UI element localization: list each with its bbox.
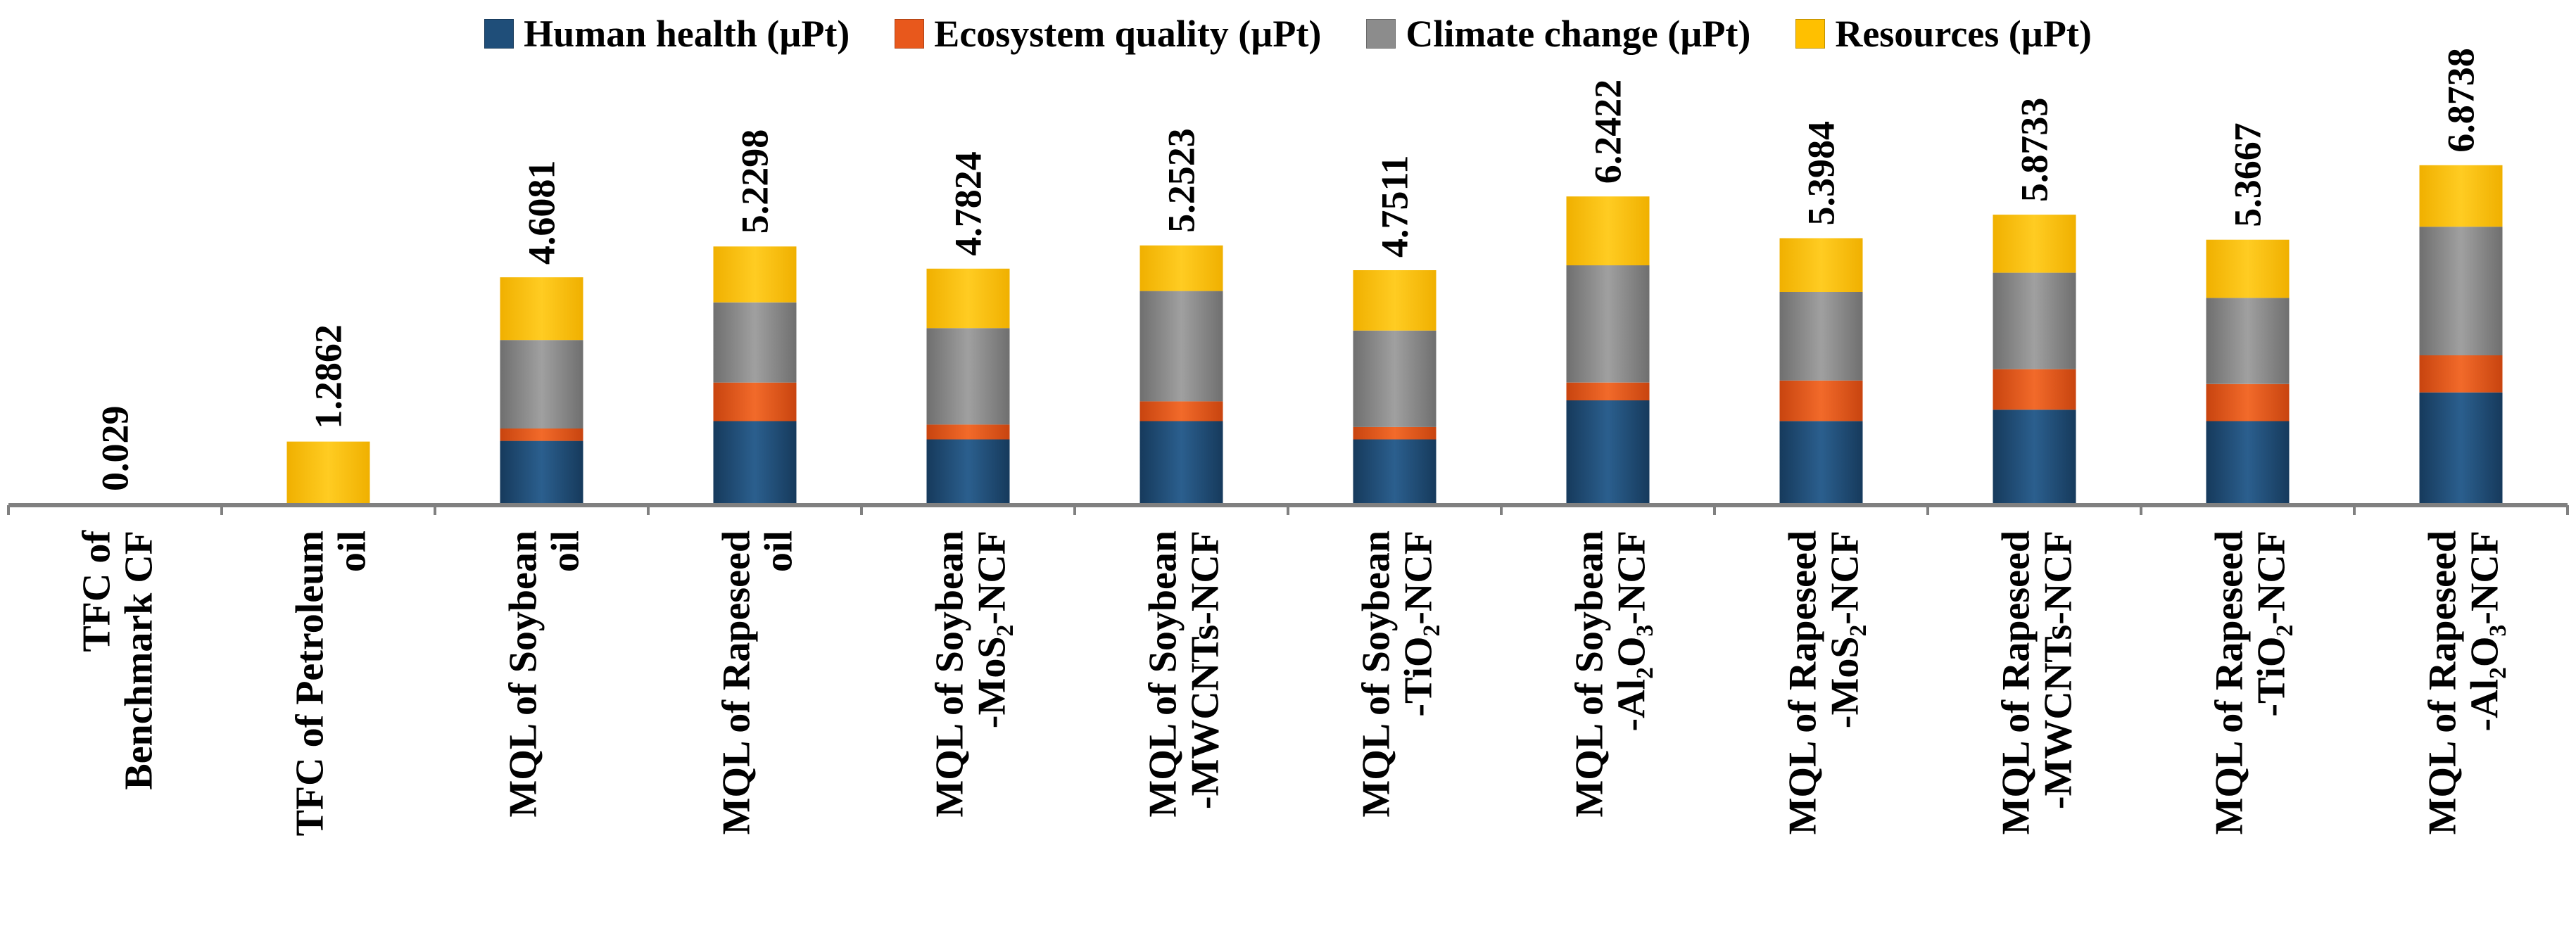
- legend-item-human-health: Human health (µPt): [484, 12, 850, 56]
- category-label: -Al₂O₃-NCF: [1610, 531, 1654, 732]
- bar-segment-climate-change: [713, 302, 797, 383]
- total-label: 5.3667: [2227, 122, 2269, 227]
- bar-segment-resources: [713, 246, 797, 303]
- x-axis-ticks: [7, 505, 2569, 515]
- total-label: 5.2298: [734, 129, 776, 234]
- category-label: TFC of: [75, 530, 119, 652]
- bar-segment-climate-change: [1566, 265, 1650, 383]
- bar-segment-human-health: [2206, 421, 2290, 505]
- category-label: MQL of Soybean: [1142, 531, 1185, 818]
- legend-label-climate-change: Climate change (µPt): [1406, 13, 1751, 55]
- category-label: MQL of Soybean: [502, 531, 545, 818]
- legend-swatch-climate-change: [1366, 19, 1396, 49]
- bar-segment-climate-change: [926, 328, 1010, 425]
- bar-segment-ecosystem-quality: [1779, 380, 1863, 421]
- bar-segment-human-health: [1353, 439, 1437, 505]
- bar-segment-human-health: [926, 439, 1010, 505]
- bar-segment-ecosystem-quality: [926, 424, 1010, 440]
- category-label: MQL of Rapeseed: [715, 531, 759, 834]
- bar-segment-ecosystem-quality: [1139, 401, 1223, 421]
- bar-segment-ecosystem-quality: [500, 429, 583, 441]
- bar-segment-human-health: [1139, 421, 1223, 505]
- category-label: MQL of Rapeseed: [1995, 531, 2038, 834]
- bar-segment-resources: [1779, 238, 1863, 292]
- category-label: MQL of Rapeseed: [2208, 531, 2252, 834]
- bar-segment-human-health: [1566, 400, 1650, 505]
- bar-segment-climate-change: [1993, 272, 2076, 369]
- bar-segment-human-health: [1993, 410, 2076, 505]
- category-label: -Al₂O₃-NCF: [2463, 531, 2507, 732]
- bar-segment-resources: [286, 441, 370, 505]
- legend-swatch-human-health: [484, 19, 514, 49]
- total-label: 4.7511: [1374, 155, 1416, 258]
- bar-segment-human-health: [2419, 392, 2503, 505]
- legend-label-human-health: Human health (µPt): [524, 13, 850, 55]
- category-label: -MWCNTs-NCF: [1184, 531, 1227, 809]
- total-label: 6.8738: [2440, 48, 2482, 153]
- bar-segment-resources: [1566, 196, 1650, 266]
- bar-segment-ecosystem-quality: [713, 382, 797, 421]
- bar-segment-human-health: [713, 421, 797, 505]
- bar-segment-ecosystem-quality: [1353, 426, 1437, 440]
- category-label: oil: [757, 531, 801, 572]
- legend-item-resources: Resources (µPt): [1795, 12, 2092, 56]
- bars-layer: [73, 165, 2503, 505]
- category-label: -TiO₂-NCF: [1397, 531, 1441, 717]
- category-label: MQL of Rapeseed: [2421, 531, 2465, 834]
- category-label: MQL of Rapeseed: [1781, 531, 1825, 834]
- bar-segment-resources: [1139, 245, 1223, 291]
- category-label: -MWCNTs-NCF: [2037, 531, 2081, 809]
- total-label: 5.8733: [2014, 98, 2056, 203]
- total-label: 5.3984: [1800, 121, 1843, 226]
- bar-segment-human-health: [1779, 421, 1863, 505]
- bar-segment-resources: [2419, 165, 2503, 227]
- category-label: -MoS₂-NCF: [971, 531, 1014, 728]
- category-label: -MoS₂-NCF: [1824, 531, 1867, 728]
- legend: Human health (µPt) Ecosystem quality (µPt…: [0, 0, 2576, 68]
- bar-segment-ecosystem-quality: [2419, 355, 2503, 393]
- bar-segment-climate-change: [1353, 330, 1437, 427]
- category-label: MQL of Soybean: [1568, 531, 1612, 818]
- legend-label-resources: Resources (µPt): [1835, 13, 2092, 55]
- bar-segment-resources: [926, 268, 1010, 329]
- bar-segment-resources: [1993, 215, 2076, 273]
- category-label: oil: [544, 531, 588, 572]
- total-label: 6.2422: [1587, 80, 1629, 184]
- total-label: 5.2523: [1161, 128, 1203, 233]
- total-labels: 0.029 1.2862 4.6081 5.2298 4.7824 5.2523 4.751…: [94, 48, 2482, 491]
- bar-segment-climate-change: [2419, 227, 2503, 355]
- total-label: 4.7824: [947, 151, 990, 256]
- bar-segment-ecosystem-quality: [1566, 382, 1650, 400]
- category-label: MQL of Soybean: [1355, 531, 1399, 818]
- legend-swatch-resources: [1795, 19, 1826, 49]
- bar-segment-ecosystem-quality: [2206, 383, 2290, 421]
- bar-segment-climate-change: [500, 340, 583, 429]
- legend-swatch-ecosystem-quality: [895, 19, 925, 49]
- bar-segment-resources: [1353, 270, 1437, 331]
- legend-item-ecosystem-quality: Ecosystem quality (µPt): [895, 12, 1321, 56]
- bar-segment-ecosystem-quality: [1993, 369, 2076, 410]
- bar-segment-climate-change: [1139, 291, 1223, 402]
- category-label: Benchmark CF: [118, 531, 161, 790]
- category-label: oil: [331, 531, 374, 572]
- bar-segment-resources: [2206, 239, 2290, 298]
- category-label: -TiO₂-NCF: [2250, 531, 2294, 717]
- category-label: TFC of Petroleum: [289, 531, 332, 836]
- legend-label-ecosystem-quality: Ecosystem quality (µPt): [934, 13, 1322, 55]
- total-label: 4.6081: [521, 160, 563, 265]
- total-label: 0.029: [94, 406, 137, 492]
- category-label: MQL of Soybean: [928, 531, 972, 818]
- bar-segment-climate-change: [2206, 298, 2290, 384]
- bar-segment-climate-change: [1779, 292, 1863, 381]
- bar-segment-resources: [500, 277, 583, 341]
- bar-segment-human-health: [500, 440, 583, 505]
- legend-item-climate-change: Climate change (µPt): [1366, 12, 1750, 56]
- total-label: 1.2862: [308, 324, 350, 429]
